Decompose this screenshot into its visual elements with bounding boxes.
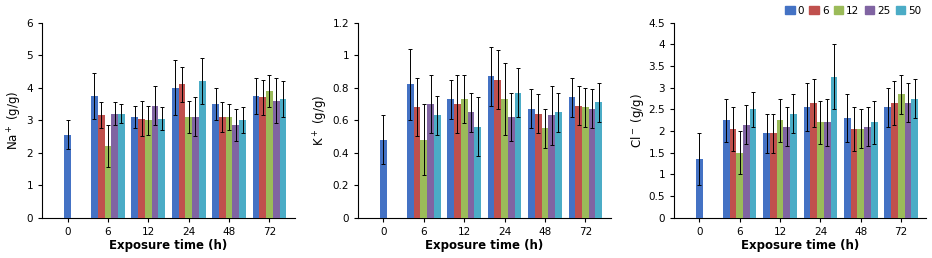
Bar [199,81,206,218]
Bar [219,117,226,218]
Bar [736,153,743,218]
Bar [870,122,878,218]
Bar [414,107,420,218]
Bar [535,114,541,218]
Bar [743,125,749,218]
Bar [104,146,111,218]
Bar [111,114,118,218]
Bar [830,77,837,218]
Bar [864,127,870,218]
X-axis label: Exposure time (h): Exposure time (h) [425,239,543,252]
Bar [138,119,145,218]
Bar [434,115,441,218]
Bar [803,107,810,218]
Bar [569,98,575,218]
X-axis label: Exposure time (h): Exposure time (h) [741,239,859,252]
Bar [817,122,824,218]
Bar [487,76,495,218]
Bar [844,118,851,218]
Bar [589,109,596,218]
Bar [118,114,125,218]
Bar [407,84,414,218]
Bar [528,109,535,218]
Bar [427,104,434,218]
Bar [810,103,817,218]
Bar [824,122,830,218]
Y-axis label: Na$^+$ (g/g): Na$^+$ (g/g) [6,91,24,150]
Bar [380,140,387,218]
Bar [267,91,273,218]
Bar [575,106,582,218]
Bar [468,112,474,218]
Bar [185,117,192,218]
Bar [280,99,286,218]
Bar [171,88,179,218]
Bar [851,129,857,218]
Y-axis label: K$^+$ (g/g): K$^+$ (g/g) [311,95,330,146]
Bar [152,106,158,218]
Bar [911,99,918,218]
Bar [212,104,219,218]
Bar [259,98,267,218]
Bar [763,133,770,218]
Bar [273,101,280,218]
Bar [460,99,468,218]
Bar [179,84,185,218]
Legend: 0, 6, 12, 25, 50: 0, 6, 12, 25, 50 [785,6,921,15]
Bar [91,96,98,218]
Bar [730,129,736,218]
Bar [145,120,152,218]
Bar [253,96,259,218]
Bar [770,133,776,218]
Bar [891,103,898,218]
Bar [548,115,555,218]
Bar [898,94,905,218]
Bar [192,117,199,218]
Bar [447,99,454,218]
Bar [905,103,911,218]
Bar [784,127,790,218]
Bar [501,99,508,218]
Bar [582,107,589,218]
Bar [514,93,521,218]
Bar [240,120,246,218]
Bar [508,117,514,218]
Bar [857,129,864,218]
Bar [474,127,481,218]
Bar [723,120,730,218]
Bar [226,117,232,218]
Bar [884,107,891,218]
Bar [98,115,104,218]
X-axis label: Exposure time (h): Exposure time (h) [109,239,227,252]
Bar [232,125,240,218]
Y-axis label: Cl$^-$ (g/g): Cl$^-$ (g/g) [628,93,646,148]
Bar [749,109,757,218]
Bar [776,120,784,218]
Bar [420,140,427,218]
Bar [696,159,703,218]
Bar [596,102,602,218]
Bar [555,112,562,218]
Bar [495,79,501,218]
Bar [64,135,71,218]
Bar [454,104,460,218]
Bar [158,119,165,218]
Bar [790,114,797,218]
Bar [541,128,548,218]
Bar [131,117,138,218]
